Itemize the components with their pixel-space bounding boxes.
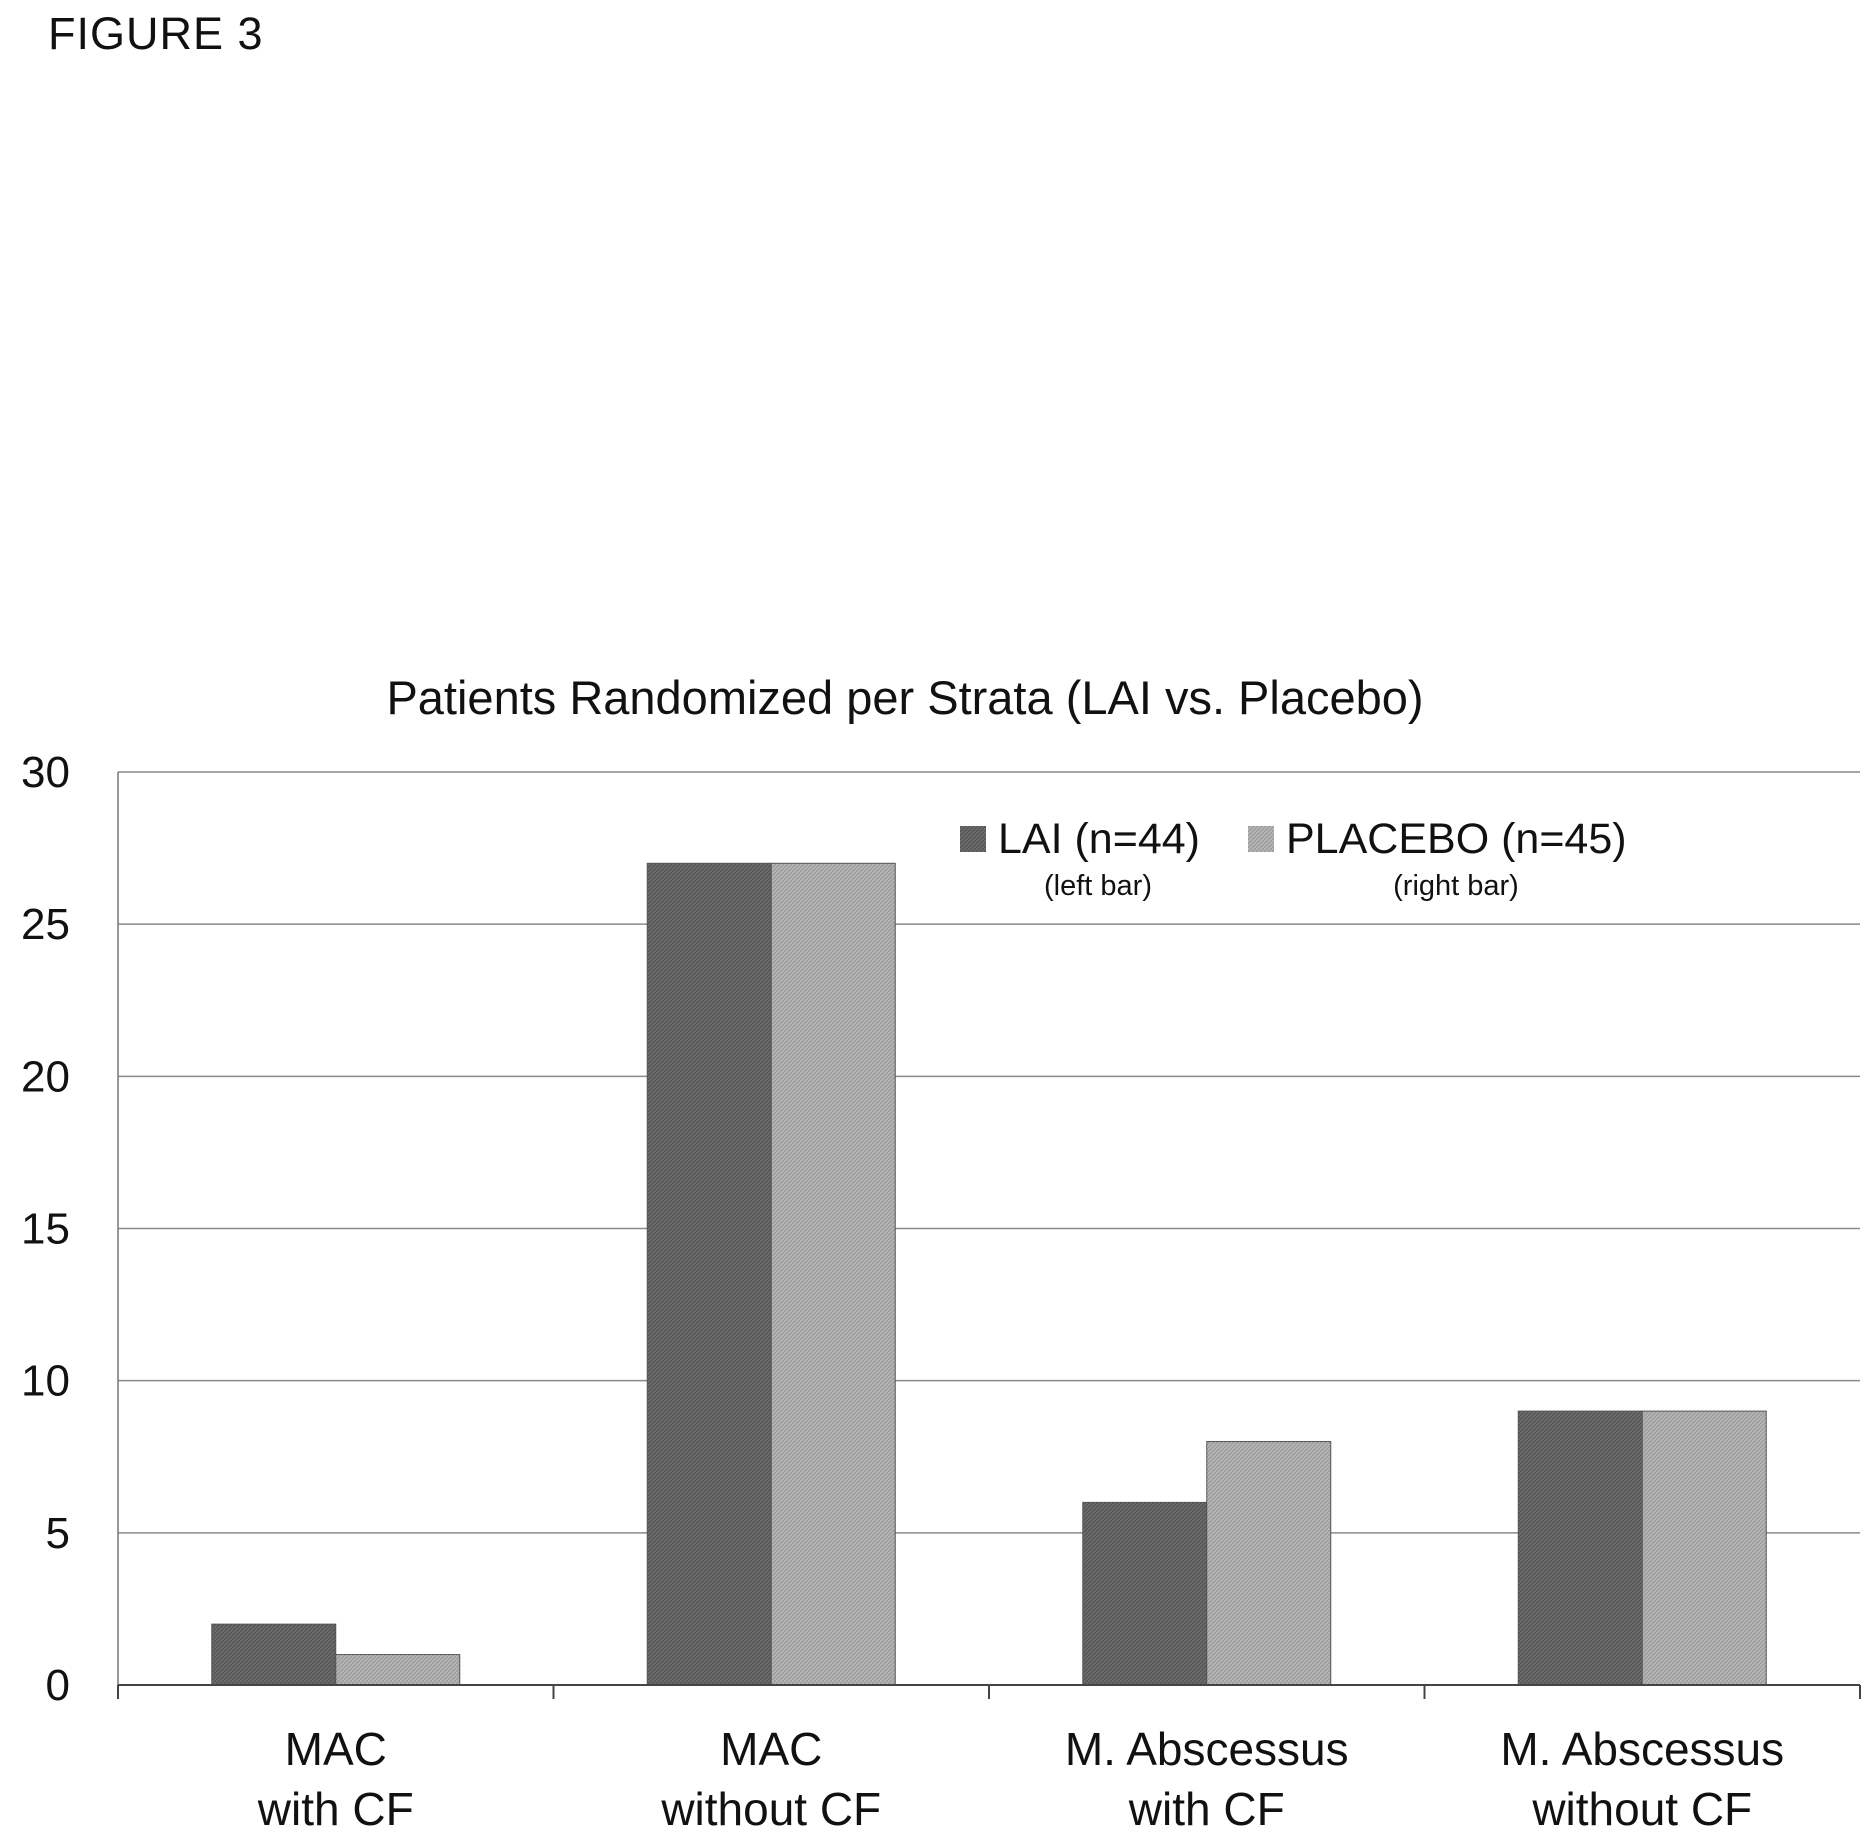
figure-label: FIGURE 3 — [48, 8, 264, 59]
bar-lai — [646, 862, 772, 1686]
x-tick-label: M. Abscessus — [1065, 1723, 1349, 1775]
legend: LAI (n=44) (left bar) PLACEBO (n=45) (right… — [960, 815, 1627, 902]
legend-swatch-lai — [960, 826, 986, 852]
x-axis-labels: MAC with CF MAC without CF M. Abscessus with … — [257, 1723, 1784, 1835]
bar-lai — [1082, 1501, 1208, 1686]
bars — [211, 862, 1767, 1686]
x-tick-label: with CF — [257, 1783, 414, 1835]
bar-lai — [1517, 1410, 1643, 1686]
x-tick-label: MAC — [285, 1723, 387, 1775]
legend-note: (left bar) — [1044, 870, 1152, 902]
legend-note: (right bar) — [1393, 870, 1519, 902]
x-tick-label: M. Abscessus — [1500, 1723, 1784, 1775]
y-tick-label: 30 — [21, 748, 70, 797]
legend-label: PLACEBO (n=45) — [1286, 815, 1627, 863]
y-tick-label: 20 — [21, 1052, 70, 1101]
bar-lai — [211, 1623, 337, 1686]
y-tick-label: 15 — [21, 1205, 70, 1254]
bar-placebo — [1206, 1441, 1332, 1686]
y-tick-label: 0 — [46, 1661, 70, 1710]
bar-placebo — [335, 1654, 461, 1686]
x-tick-label: without CF — [660, 1783, 881, 1835]
y-tick-label: 10 — [21, 1357, 70, 1406]
y-axis-ticks: 0 5 10 15 20 25 30 — [21, 748, 70, 1710]
legend-label: LAI (n=44) — [998, 815, 1200, 863]
legend-swatch-placebo — [1248, 826, 1274, 852]
bar-placebo — [770, 862, 896, 1686]
y-tick-label: 25 — [21, 900, 70, 949]
bar-placebo — [1641, 1410, 1767, 1686]
x-tick-label: without CF — [1531, 1783, 1752, 1835]
gridlines — [118, 771, 1860, 1534]
chart-title: Patients Randomized per Strata (LAI vs. … — [386, 671, 1423, 724]
x-tick-label: with CF — [1128, 1783, 1285, 1835]
x-axis — [117, 772, 1861, 1699]
x-tick-label: MAC — [720, 1723, 822, 1775]
y-tick-label: 5 — [46, 1509, 70, 1558]
